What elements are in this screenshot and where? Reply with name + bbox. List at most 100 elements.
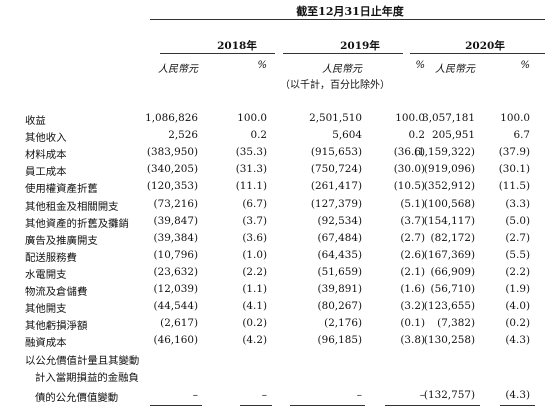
row-label: 其他租金及相關開支 xyxy=(25,200,119,213)
year-2020-rule xyxy=(410,53,545,54)
year-2020-header: 2020年 xyxy=(465,40,505,52)
value-2020-amount: (919,096) xyxy=(423,163,475,176)
row-label: 配送服務費 xyxy=(25,251,77,264)
value-2020-pct: (0.2) xyxy=(505,317,530,330)
value-2018-pct: (0.2) xyxy=(242,317,267,330)
row-label: 其他虧損淨額 xyxy=(25,320,88,333)
row-label: 債的公允價值變動 xyxy=(35,392,119,404)
value-2019-pct: (0.1) xyxy=(400,317,425,330)
table-row: 使用權資產折舊 (120,353) (11.1) (261,417) (10.5) (35… xyxy=(0,180,550,196)
value-2019-pct: (30.0) xyxy=(393,163,425,176)
value-2020-pct: (4.0) xyxy=(505,300,530,313)
value-2019-amount: (750,724) xyxy=(310,163,362,176)
value-2018-pct: 100.0 xyxy=(237,112,267,124)
table-row: 融資成本 (46,160) (4.2) (96,185) (3.8) (130,258) (… xyxy=(0,334,550,350)
value-2019-amount: (2,176) xyxy=(324,317,362,330)
value-2019-amount: (96,185) xyxy=(317,334,362,347)
value-2018-pct: (31.3) xyxy=(235,163,267,176)
value-2019-amount: (92,534) xyxy=(317,214,362,227)
value-2020-pct: (30.1) xyxy=(498,163,530,176)
table-row: 債的公允價值變動 – – – – (132,757) (4.3) xyxy=(0,389,550,405)
value-2019-amount: 2,501,510 xyxy=(309,112,362,124)
value-2020-pct: (1.9) xyxy=(505,283,530,295)
value-2019-pct: (3.8) xyxy=(400,334,425,347)
value-2020-pct: 6.7 xyxy=(513,129,530,142)
value-2018-amount: (2,617) xyxy=(160,317,198,330)
row-label: 以公允價值計量且其變動 xyxy=(25,355,140,367)
value-2019-pct: (36.6) xyxy=(393,146,425,159)
table-row: 計入當期損益的金融負 xyxy=(0,369,550,385)
row-label: 材料成本 xyxy=(25,149,67,162)
value-2020-pct: (2.2) xyxy=(505,265,530,278)
value-2018-pct: (35.3) xyxy=(235,146,267,159)
value-2018-amount: (10,796) xyxy=(153,248,198,261)
value-2019-pct: (2.7) xyxy=(400,231,425,244)
value-2018-pct: (3.7) xyxy=(242,214,267,227)
total-underline xyxy=(150,405,202,406)
value-2019-amount: (64,435) xyxy=(317,248,362,261)
year-2019-rule xyxy=(283,53,403,54)
total-underline xyxy=(240,405,272,406)
table-row: 其他資產的折舊及攤銷 (39,847) (3.7) (92,534) (3.7) (154… xyxy=(0,215,550,231)
table-row: 其他虧損淨額 (2,617) (0.2) (2,176) (0.1) (7,382) (0.… xyxy=(0,317,550,333)
row-label: 員工成本 xyxy=(25,166,67,179)
row-label: 其他收入 xyxy=(25,132,67,145)
row-label: 使用權資產折舊 xyxy=(25,183,98,196)
value-2018-pct: – xyxy=(261,389,267,401)
total-underline xyxy=(385,405,427,406)
value-2020-pct: (37.9) xyxy=(498,146,530,159)
table-row: 水電開支 (23,632) (2.2) (51,659) (2.1) (66,909) (2… xyxy=(0,266,550,282)
value-2018-amount: 1,086,826 xyxy=(145,112,198,124)
value-2020-amount: (82,172) xyxy=(430,231,475,244)
value-2018-pct: (4.1) xyxy=(242,300,267,313)
value-2018-amount: (120,353) xyxy=(146,180,198,193)
value-2020-amount: (56,710) xyxy=(430,283,475,295)
value-2020-amount: 3,057,181 xyxy=(422,112,475,124)
value-2018-pct: 0.2 xyxy=(250,129,267,142)
value-2018-amount: (12,039) xyxy=(153,283,198,295)
value-2020-pct: (4.3) xyxy=(505,389,530,401)
value-2019-pct: (3.2) xyxy=(400,300,425,313)
row-label: 水電開支 xyxy=(25,268,67,281)
value-2020-amount: (352,912) xyxy=(423,180,475,193)
value-2020-pct: (3.3) xyxy=(505,197,530,210)
value-2020-amount: (154,117) xyxy=(423,214,475,227)
table-row: 其他收入 2,526 0.2 5,604 0.2 205,951 6.7 xyxy=(0,129,550,145)
value-2019-pct: (2.6) xyxy=(400,248,425,261)
table-row: 其他開支 (44,544) (4.1) (80,267) (3.2) (123,655) (… xyxy=(0,300,550,316)
value-2019-amount: (127,379) xyxy=(310,197,362,210)
value-2020-amount: (100,568) xyxy=(423,197,475,210)
unit-pct-2020: % xyxy=(520,60,530,71)
value-2019-pct: 0.2 xyxy=(408,129,425,142)
value-2019-amount: (39,891) xyxy=(317,283,362,295)
value-2020-amount: (66,909) xyxy=(430,265,475,278)
table-row: 材料成本 (383,950) (35.3) (915,653) (36.6) (1,159… xyxy=(0,146,550,162)
value-2019-pct: 100.0 xyxy=(395,112,425,124)
value-2018-amount: 2,526 xyxy=(168,129,198,142)
table-row: 以公允價值計量且其變動 xyxy=(0,352,550,368)
total-underline xyxy=(290,405,365,406)
value-2019-amount: 5,604 xyxy=(332,129,362,142)
value-2020-pct: 100.0 xyxy=(500,112,530,124)
value-2018-pct: (11.1) xyxy=(235,180,267,193)
value-2019-pct: (10.5) xyxy=(393,180,425,193)
table-row: 其他租金及相關開支 (73,216) (6.7) (127,379) (5.1) (100… xyxy=(0,198,550,214)
value-2019-pct: (2.1) xyxy=(400,265,425,278)
value-2018-amount: (340,205) xyxy=(146,163,198,176)
value-2018-amount: (39,384) xyxy=(153,231,198,244)
value-2020-pct: (2.7) xyxy=(505,231,530,244)
table-row: 物流及倉儲費 (12,039) (1.1) (39,891) (1.6) (56,710)… xyxy=(0,283,550,299)
value-2018-amount: – xyxy=(192,389,198,401)
value-2020-amount: (1,159,322) xyxy=(414,146,475,159)
value-2018-pct: (1.1) xyxy=(242,283,267,295)
unit-note: （以千計，百分比除外） xyxy=(280,80,390,91)
value-2019-pct: (5.1) xyxy=(400,197,425,210)
table-row: 員工成本 (340,205) (31.3) (750,724) (30.0) (919,0… xyxy=(0,163,550,179)
row-label: 融資成本 xyxy=(25,337,67,350)
total-underline xyxy=(500,405,535,406)
unit-amount-2019: 人民幣元 xyxy=(322,64,362,75)
unit-pct-2019: % xyxy=(415,60,425,71)
unit-amount-2020: 人民幣元 xyxy=(435,64,475,75)
value-2019-amount: (915,653) xyxy=(310,146,362,159)
value-2020-pct: (5.5) xyxy=(505,248,530,261)
